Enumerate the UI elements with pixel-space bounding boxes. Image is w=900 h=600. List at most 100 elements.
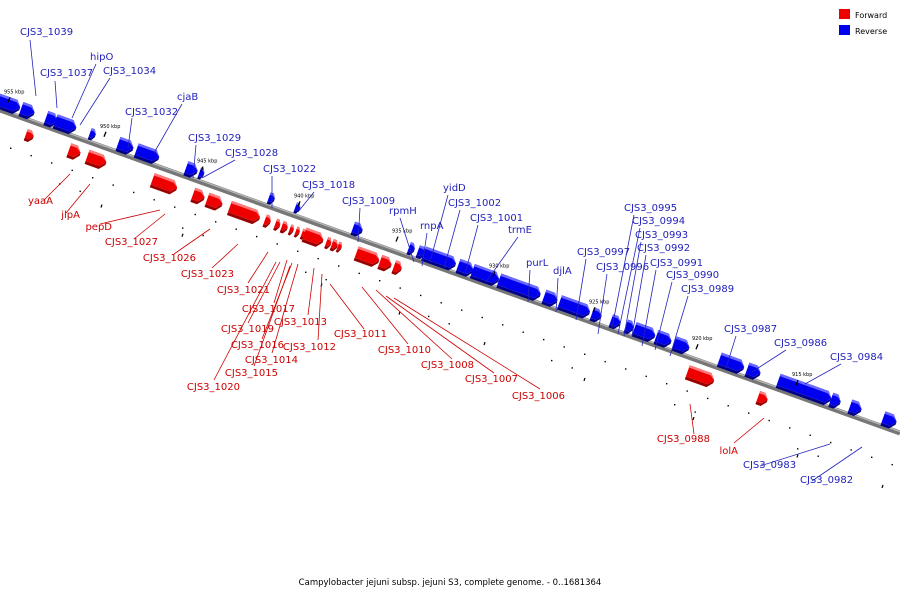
gene-label[interactable]: CJS3_1022 (263, 164, 316, 175)
scale-tick-label: 950 kbp (100, 124, 120, 130)
gene-label[interactable]: CJS3_1018 (302, 180, 355, 191)
gene-highlight (296, 226, 300, 232)
gene-label[interactable]: CJS3_0996 (596, 262, 649, 273)
label-leader-line (811, 446, 863, 482)
forward-gene-feature (204, 192, 223, 211)
gene-label[interactable]: CJS3_0997 (577, 247, 630, 258)
gene-label[interactable]: CJS3_0988 (657, 434, 710, 445)
gene-label[interactable]: CJS3_0994 (632, 216, 685, 227)
gene-label[interactable]: CJS3_0991 (650, 258, 703, 269)
label-leader-line (253, 265, 291, 367)
track-dot (481, 316, 483, 319)
gene-label[interactable]: CJS3_1015 (225, 368, 278, 379)
gene-label[interactable]: yaaA (28, 196, 53, 207)
gene-label[interactable]: CJS3_0986 (774, 338, 827, 349)
gene-label[interactable]: CJS3_1014 (245, 355, 298, 366)
gene-label[interactable]: CJS3_1008 (421, 360, 474, 371)
gene-label[interactable]: CJS3_1019 (221, 324, 274, 335)
gene-shadow (556, 306, 591, 319)
label-leader-line (247, 261, 281, 324)
gene-shadow (183, 170, 198, 178)
gene-highlight (56, 114, 77, 128)
gene-label[interactable]: djlA (553, 266, 572, 277)
label-leader-line (247, 251, 269, 284)
track-dot (202, 234, 204, 237)
gene-highlight (657, 329, 672, 342)
gene-label[interactable]: CJS3_1027 (105, 237, 158, 248)
scale-tick-mark (492, 271, 496, 277)
reverse-gene-feature (350, 221, 363, 237)
gene-label[interactable]: CJS3_1037 (40, 68, 93, 79)
gene-highlight (22, 102, 35, 113)
gene-label[interactable]: CJS3_1039 (20, 27, 73, 38)
gene-shadow (775, 385, 832, 406)
gene-highlight (459, 258, 474, 270)
label-leader-line (689, 403, 695, 435)
gene-label[interactable]: CJS3_1032 (125, 107, 178, 118)
gene-label[interactable]: cjaB (177, 92, 198, 103)
scale-tick-label: 925 kbp (589, 299, 609, 305)
label-leader-line (65, 183, 91, 214)
track-dot (748, 412, 750, 414)
gene-label[interactable]: CJS3_0990 (666, 270, 719, 281)
gene-highlight (474, 264, 500, 280)
gene-label[interactable]: purL (526, 258, 549, 269)
reverse-gene-feature (87, 128, 96, 141)
label-leader-line (79, 77, 111, 126)
gene-label[interactable]: CJS3_1020 (187, 382, 240, 393)
reverse-gene-feature (744, 362, 761, 380)
gene-label[interactable]: CJS3_0982 (800, 475, 853, 486)
scale-tick-mark (592, 307, 596, 313)
track-dot (797, 448, 799, 450)
gene-label[interactable]: CJS3_1017 (242, 304, 295, 315)
gene-body (421, 246, 457, 268)
gene-highlight (338, 241, 342, 247)
gene-label[interactable]: CJS3_1029 (188, 133, 241, 144)
forward-gene-feature (684, 365, 715, 388)
gene-label[interactable]: hipO (90, 52, 113, 63)
gene-body (717, 352, 745, 372)
gene-highlight (500, 273, 541, 295)
gene-label[interactable]: CJS3_0992 (637, 243, 690, 254)
forward-gene-feature (226, 200, 261, 225)
gene-label[interactable]: CJS3_0984 (830, 352, 883, 363)
gene-label[interactable]: yidD (443, 183, 466, 194)
gene-label[interactable]: CJS3_1011 (334, 329, 387, 340)
gene-shadow (0, 104, 21, 115)
gene-label[interactable]: CJS3_1002 (448, 198, 501, 209)
gene-highlight (88, 149, 107, 163)
label-leader-line (611, 214, 635, 329)
gene-label[interactable]: CJS3_1012 (283, 342, 336, 353)
gene-label[interactable]: CJS3_0987 (724, 324, 777, 335)
gene-label[interactable]: CJS3_1026 (143, 253, 196, 264)
gene-label[interactable]: CJS3_1034 (103, 66, 156, 77)
label-leader-line (751, 349, 787, 373)
gene-label[interactable]: CJS3_1016 (231, 340, 284, 351)
gene-label[interactable]: trmE (508, 225, 532, 236)
gene-label[interactable]: rnpA (420, 221, 444, 232)
gene-label[interactable]: CJS3_0995 (624, 203, 677, 214)
label-leader-line (631, 254, 647, 337)
gene-label[interactable]: CJS3_1001 (470, 213, 523, 224)
gene-label[interactable]: pepD (85, 222, 112, 233)
gene-label[interactable]: CJS3_1023 (181, 269, 234, 280)
gene-label[interactable]: lolA (719, 446, 738, 457)
gene-highlight (47, 110, 58, 121)
gene-label[interactable]: CJS3_0983 (743, 460, 796, 471)
gene-label[interactable]: CJS3_1009 (342, 196, 395, 207)
gene-shadow (279, 227, 288, 234)
gene-label[interactable]: jlpA (60, 210, 80, 221)
gene-label[interactable]: CJS3_0993 (635, 230, 688, 241)
gene-label[interactable]: CJS3_1021 (217, 285, 270, 296)
gene-label[interactable]: CJS3_0989 (681, 284, 734, 295)
track-dot (571, 367, 573, 369)
gene-label[interactable]: CJS3_1013 (274, 317, 327, 328)
gene-label[interactable]: CJS3_1006 (512, 391, 565, 402)
gene-label[interactable]: CJS3_1028 (225, 148, 278, 159)
label-leader-line (375, 289, 453, 360)
gene-label[interactable]: CJS3_1007 (465, 374, 518, 385)
gene-label[interactable]: rpmH (389, 206, 417, 217)
track-dot (584, 353, 586, 355)
gene-shadow (115, 147, 134, 155)
gene-label[interactable]: CJS3_1010 (378, 345, 431, 356)
